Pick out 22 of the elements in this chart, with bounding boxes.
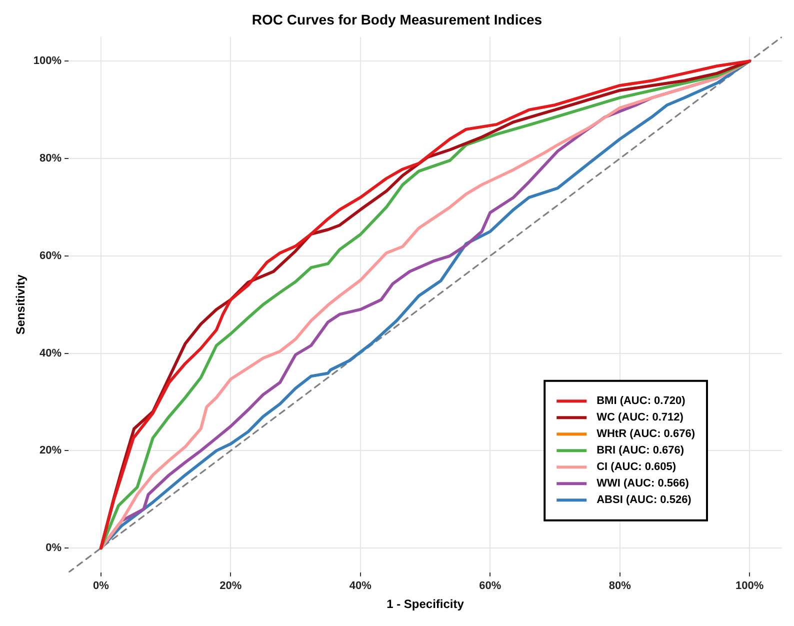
y-tick-label: 60%: [40, 250, 62, 262]
chart-title: ROC Curves for Body Measurement Indices: [252, 11, 542, 28]
y-tick-label: 80%: [40, 152, 62, 165]
x-axis-title: 1 - Specificity: [386, 597, 464, 612]
legend-label: WC (AUC: 0.712): [596, 412, 684, 424]
x-tick-label: 80%: [608, 580, 632, 592]
x-tick-label: 100%: [736, 580, 764, 592]
legend-label: ABSI (AUC: 0.526): [596, 494, 692, 506]
y-tick-label: 20%: [40, 444, 62, 457]
x-tick-label: 0%: [93, 580, 110, 592]
legend-label: WHtR (AUC: 0.676): [596, 428, 696, 440]
y-tick-label: 0%: [46, 542, 62, 554]
legend-label: WWI (AUC: 0.566): [596, 478, 690, 490]
legend-label: BRI (AUC: 0.676): [596, 444, 684, 457]
y-tick-label: 100%: [33, 55, 62, 68]
legend-label: BMI (AUC: 0.720): [596, 395, 686, 408]
legend-label: CI (AUC: 0.605): [596, 461, 676, 474]
y-tick-label: 40%: [40, 347, 62, 360]
x-tick-label: 20%: [220, 580, 242, 592]
x-tick-label: 60%: [479, 580, 502, 592]
x-tick-label: 40%: [349, 580, 372, 592]
y-axis-title: Sensitivity: [14, 274, 28, 335]
